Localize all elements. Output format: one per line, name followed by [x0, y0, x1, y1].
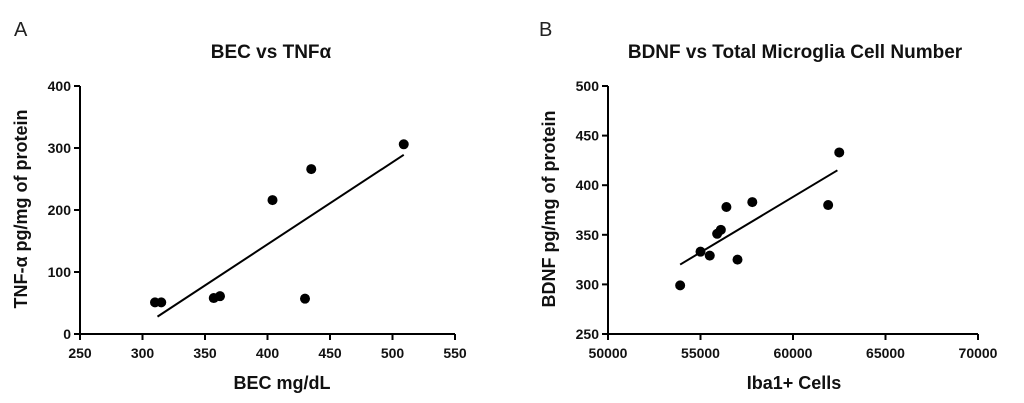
chart-a-y-axis-label: TNF-α pg/mg of protein [11, 109, 31, 308]
chart-a-y-tick-label: 0 [63, 326, 71, 342]
chart-a-x-tick-label: 550 [443, 345, 467, 361]
chart-a-y-tick-label: 200 [48, 202, 72, 218]
chart-a-plot-area: 0 100 200 300 400 250 300 350 400 450 500 550 [48, 78, 467, 361]
panel-label-a: A [14, 19, 28, 41]
chart-a-data-point [306, 164, 317, 175]
chart-a-data-point [267, 195, 278, 206]
chart-b-y-tick-label: 400 [576, 177, 600, 193]
chart-b-data-point [747, 197, 758, 208]
chart-a-data-point [215, 291, 225, 302]
chart-b-title: BDNF vs Total Microglia Cell Number [628, 42, 963, 63]
chart-b-data-point [834, 147, 845, 158]
chart-b-data-point [732, 254, 743, 265]
chart-b-y-axis-label: BDNF pg/mg of protein [539, 111, 559, 308]
chart-b-data-point [695, 246, 706, 257]
chart-a-data-point [300, 293, 310, 304]
chart-b-plot-area: 250 300 350 400 450 500 50000 55000 60000 65000 70… [576, 78, 998, 361]
chart-b-data-point [704, 250, 715, 261]
chart-a-x-tick-label: 350 [193, 345, 217, 361]
chart-a-data-point [398, 139, 409, 150]
chart-b-x-tick-label: 60000 [774, 345, 813, 361]
chart-a-x-axis-label: BEC mg/dL [234, 373, 331, 393]
chart-a-x-tick-label: 400 [256, 345, 280, 361]
chart-a-data-point [156, 297, 167, 308]
chart-b-regression-line [679, 169, 838, 266]
chart-b-y-tick-label: 350 [576, 227, 600, 243]
chart-b-data-point [823, 200, 834, 211]
chart-b-x-tick-label: 55000 [681, 345, 720, 361]
chart-b-data-point [715, 224, 726, 235]
chart-a-title: BEC vs TNFα [211, 42, 332, 63]
chart-b-data-point [721, 202, 732, 213]
chart-b-y-tick-label: 300 [576, 276, 600, 292]
chart-a-x-tick-label: 300 [131, 345, 155, 361]
panel-label-b: B [539, 19, 552, 41]
chart-a-x-tick-label: 500 [381, 345, 405, 361]
chart-b-x-axis-label: Iba1+ Cells [747, 373, 842, 393]
chart-b-x-tick-label: 65000 [866, 345, 905, 361]
chart-a-regression-line [156, 153, 405, 318]
chart-b-data-point [675, 280, 686, 291]
chart-a-x-tick-label: 450 [318, 345, 342, 361]
chart-a-y-tick-label: 300 [48, 140, 72, 156]
chart-b-x-tick-label: 70000 [959, 345, 998, 361]
chart-b-y-tick-label: 450 [576, 128, 600, 144]
chart-b-x-tick-label: 50000 [589, 345, 628, 361]
chart-b-y-tick-label: 250 [576, 326, 600, 342]
chart-a-y-tick-label: 400 [48, 78, 72, 94]
chart-b-y-tick-label: 500 [576, 78, 600, 94]
chart-a-x-tick-label: 250 [68, 345, 92, 361]
chart-a-y-tick-label: 100 [48, 264, 72, 280]
